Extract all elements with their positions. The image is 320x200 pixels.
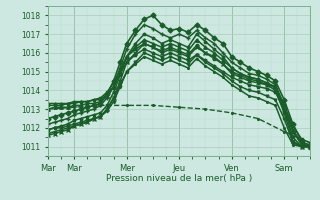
X-axis label: Pression niveau de la mer( hPa ): Pression niveau de la mer( hPa ) [106,174,252,183]
